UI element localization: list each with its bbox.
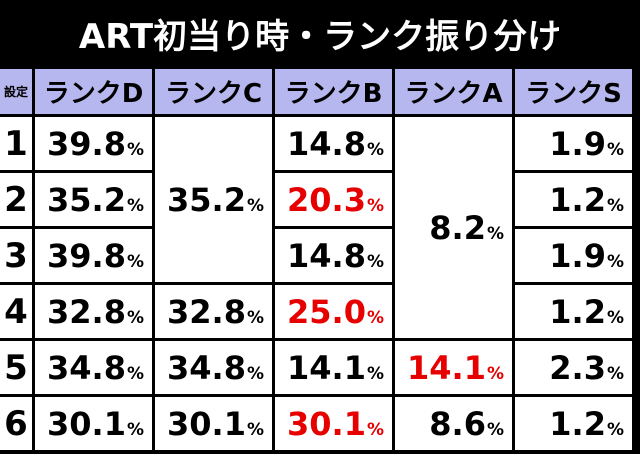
rank-a-value: 8.6%	[395, 397, 512, 450]
rank-c-value: 30.1%	[155, 397, 272, 450]
rank-b-value: 25.0%	[275, 285, 392, 338]
table-row: 5 34.8% 34.8% 14.1% 14.1% 2.3%	[0, 341, 632, 394]
rank-s-value: 1.9%	[515, 117, 632, 170]
table-row: 3 39.8% 14.8% 1.9%	[0, 229, 632, 282]
table-row: 1 39.8% 35.2% 14.8% 8.2% 1.9%	[0, 117, 632, 338]
rank-a-value: 14.1%	[395, 341, 512, 394]
header-setting: 設定	[0, 69, 32, 114]
header-rank-s: ランクS	[515, 69, 632, 114]
table-header-row: 設定 ランクD ランクC ランクB ランクA ランクS	[0, 69, 632, 114]
setting-number: 3	[0, 229, 32, 282]
rank-b-value: 20.3%	[275, 173, 392, 226]
rank-c-value: 34.8%	[155, 341, 272, 394]
rank-s-value: 2.3%	[515, 341, 632, 394]
rank-d-value: 39.8%	[35, 229, 152, 282]
rank-d-value: 32.8%	[35, 285, 152, 338]
table-row: 6 30.1% 30.1% 30.1% 8.6% 1.2%	[0, 397, 632, 450]
rank-b-value: 14.1%	[275, 341, 392, 394]
rank-c-merged-value: 35.2%	[155, 117, 272, 282]
table-row: 4 32.8% 32.8% 25.0% 1.2%	[0, 285, 632, 338]
setting-number: 5	[0, 341, 32, 394]
rank-s-value: 1.2%	[515, 173, 632, 226]
header-rank-b: ランクB	[275, 69, 392, 114]
rank-s-value: 1.2%	[515, 285, 632, 338]
rank-b-value: 14.8%	[275, 229, 392, 282]
rank-c-value: 32.8%	[155, 285, 272, 338]
header-rank-c: ランクC	[155, 69, 272, 114]
setting-number: 2	[0, 173, 32, 226]
setting-number: 4	[0, 285, 32, 338]
setting-number: 6	[0, 397, 32, 450]
page-title: ART初当り時・ランク振り分け	[78, 16, 562, 57]
rank-distribution-table: 設定 ランクD ランクC ランクB ランクA ランクS 1 39.8% 35.2…	[0, 66, 635, 453]
rank-a-merged-value: 8.2%	[395, 117, 512, 338]
header-rank-d: ランクD	[35, 69, 152, 114]
rank-d-value: 30.1%	[35, 397, 152, 450]
setting-number: 1	[0, 117, 32, 170]
rank-d-value: 34.8%	[35, 341, 152, 394]
rank-b-value: 30.1%	[275, 397, 392, 450]
header-rank-a: ランクA	[395, 69, 512, 114]
rank-b-value: 14.8%	[275, 117, 392, 170]
rank-s-value: 1.2%	[515, 397, 632, 450]
rank-d-value: 39.8%	[35, 117, 152, 170]
rank-s-value: 1.9%	[515, 229, 632, 282]
table-row: 2 35.2% 20.3% 1.2%	[0, 173, 632, 226]
rank-d-value: 35.2%	[35, 173, 152, 226]
